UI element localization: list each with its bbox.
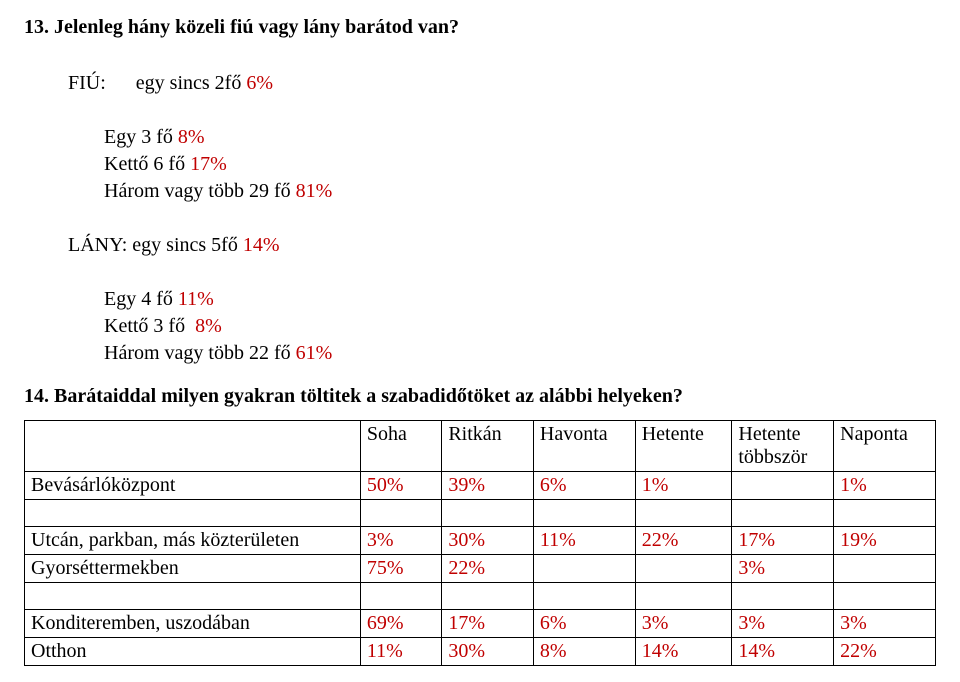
row-value: 3%: [732, 610, 834, 638]
table-spacer-cell: [360, 583, 441, 610]
table-spacer-cell: [732, 583, 834, 610]
row-value: 30%: [442, 638, 534, 666]
table-row: Bevásárlóközpont50%39%6%1%1%: [25, 472, 936, 500]
row-label: Gyorséttermekben: [25, 555, 361, 583]
table-spacer-cell: [834, 583, 936, 610]
row-value: 14%: [732, 638, 834, 666]
table-row: Otthon11%30%8%14%14%22%: [25, 638, 936, 666]
row-value: 50%: [360, 472, 441, 500]
row-value: 11%: [533, 527, 635, 555]
row-value: 6%: [533, 472, 635, 500]
lany-item-0-text: egy sincs 5fő: [127, 234, 243, 256]
fiu-item-3-text: Három vagy több 29 fő: [104, 180, 296, 202]
row-value: 22%: [834, 638, 936, 666]
table-row: Konditeremben, uszodában69%17%6%3%3%3%: [25, 610, 936, 638]
lany-item-1-pct: 11%: [178, 288, 214, 310]
row-value: [834, 555, 936, 583]
row-value: 8%: [533, 638, 635, 666]
row-label: Konditeremben, uszodában: [25, 610, 361, 638]
row-value: [732, 472, 834, 500]
table-spacer-cell: [360, 500, 441, 527]
row-label: Otthon: [25, 638, 361, 666]
table-spacer-cell: [635, 583, 732, 610]
row-value: 14%: [635, 638, 732, 666]
table-spacer-cell: [533, 500, 635, 527]
table-spacer-cell: [442, 500, 534, 527]
row-value: 69%: [360, 610, 441, 638]
fiu-item-0-text: egy sincs 2fő: [136, 72, 247, 94]
row-value: 1%: [834, 472, 936, 500]
row-value: 19%: [834, 527, 936, 555]
lany-item-1-text: Egy 4 fő: [104, 288, 178, 310]
row-value: 30%: [442, 527, 534, 555]
fiu-item-2-pct: 17%: [190, 153, 227, 175]
q13-title: 13. Jelenleg hány közeli fiú vagy lány b…: [24, 16, 936, 39]
table-header: Hetente: [635, 421, 732, 472]
table-spacer-cell: [732, 500, 834, 527]
fiu-item-1-pct: 8%: [178, 126, 205, 148]
row-label: Utcán, parkban, más közterületen: [25, 527, 361, 555]
row-value: 22%: [442, 555, 534, 583]
fiu-item-1-text: Egy 3 fő: [104, 126, 178, 148]
table-row: Gyorséttermekben75%22% 3%: [25, 555, 936, 583]
table-spacer-cell: [635, 500, 732, 527]
fiu-item-2-text: Kettő 6 fő: [104, 153, 190, 175]
table-header: Hetentetöbbször: [732, 421, 834, 472]
row-label: Bevásárlóközpont: [25, 472, 361, 500]
table-spacer-cell: [25, 583, 361, 610]
table-header: Ritkán: [442, 421, 534, 472]
lany-item-2-pct: 8%: [195, 315, 222, 337]
row-value: 75%: [360, 555, 441, 583]
q13-block: FIÚ: egy sincs 2fő 6% Egy 3 fő 8% Kettő …: [48, 43, 936, 367]
fiu-item-3-pct: 81%: [296, 180, 333, 202]
row-value: 1%: [635, 472, 732, 500]
table-spacer-cell: [533, 583, 635, 610]
table-spacer-cell: [25, 500, 361, 527]
q14-table: SohaRitkánHavontaHetenteHetentetöbbszörN…: [24, 420, 936, 666]
row-value: 11%: [360, 638, 441, 666]
lany-item-3-text: Három vagy több 22 fő: [104, 342, 296, 364]
table-header: [25, 421, 361, 472]
row-value: 3%: [360, 527, 441, 555]
row-value: [533, 555, 635, 583]
row-value: 17%: [732, 527, 834, 555]
lany-label: LÁNY:: [68, 234, 127, 256]
table-spacer-cell: [834, 500, 936, 527]
row-value: 39%: [442, 472, 534, 500]
table-header: Havonta: [533, 421, 635, 472]
table-row: Utcán, parkban, más közterületen3%30%11%…: [25, 527, 936, 555]
lany-item-2-text: Kettő 3 fő: [104, 315, 195, 337]
lany-item-0-pct: 14%: [243, 234, 280, 256]
row-value: 3%: [732, 555, 834, 583]
table-header: Naponta: [834, 421, 936, 472]
row-value: 3%: [635, 610, 732, 638]
row-value: 17%: [442, 610, 534, 638]
table-spacer-cell: [442, 583, 534, 610]
row-value: 22%: [635, 527, 732, 555]
row-value: 3%: [834, 610, 936, 638]
lany-item-3-pct: 61%: [296, 342, 333, 364]
fiu-label: FIÚ:: [68, 72, 106, 94]
row-value: 6%: [533, 610, 635, 638]
fiu-item-0-pct: 6%: [246, 72, 273, 94]
q14-title: 14. Barátaiddal milyen gyakran töltitek …: [24, 385, 936, 408]
row-value: [635, 555, 732, 583]
table-header: Soha: [360, 421, 441, 472]
